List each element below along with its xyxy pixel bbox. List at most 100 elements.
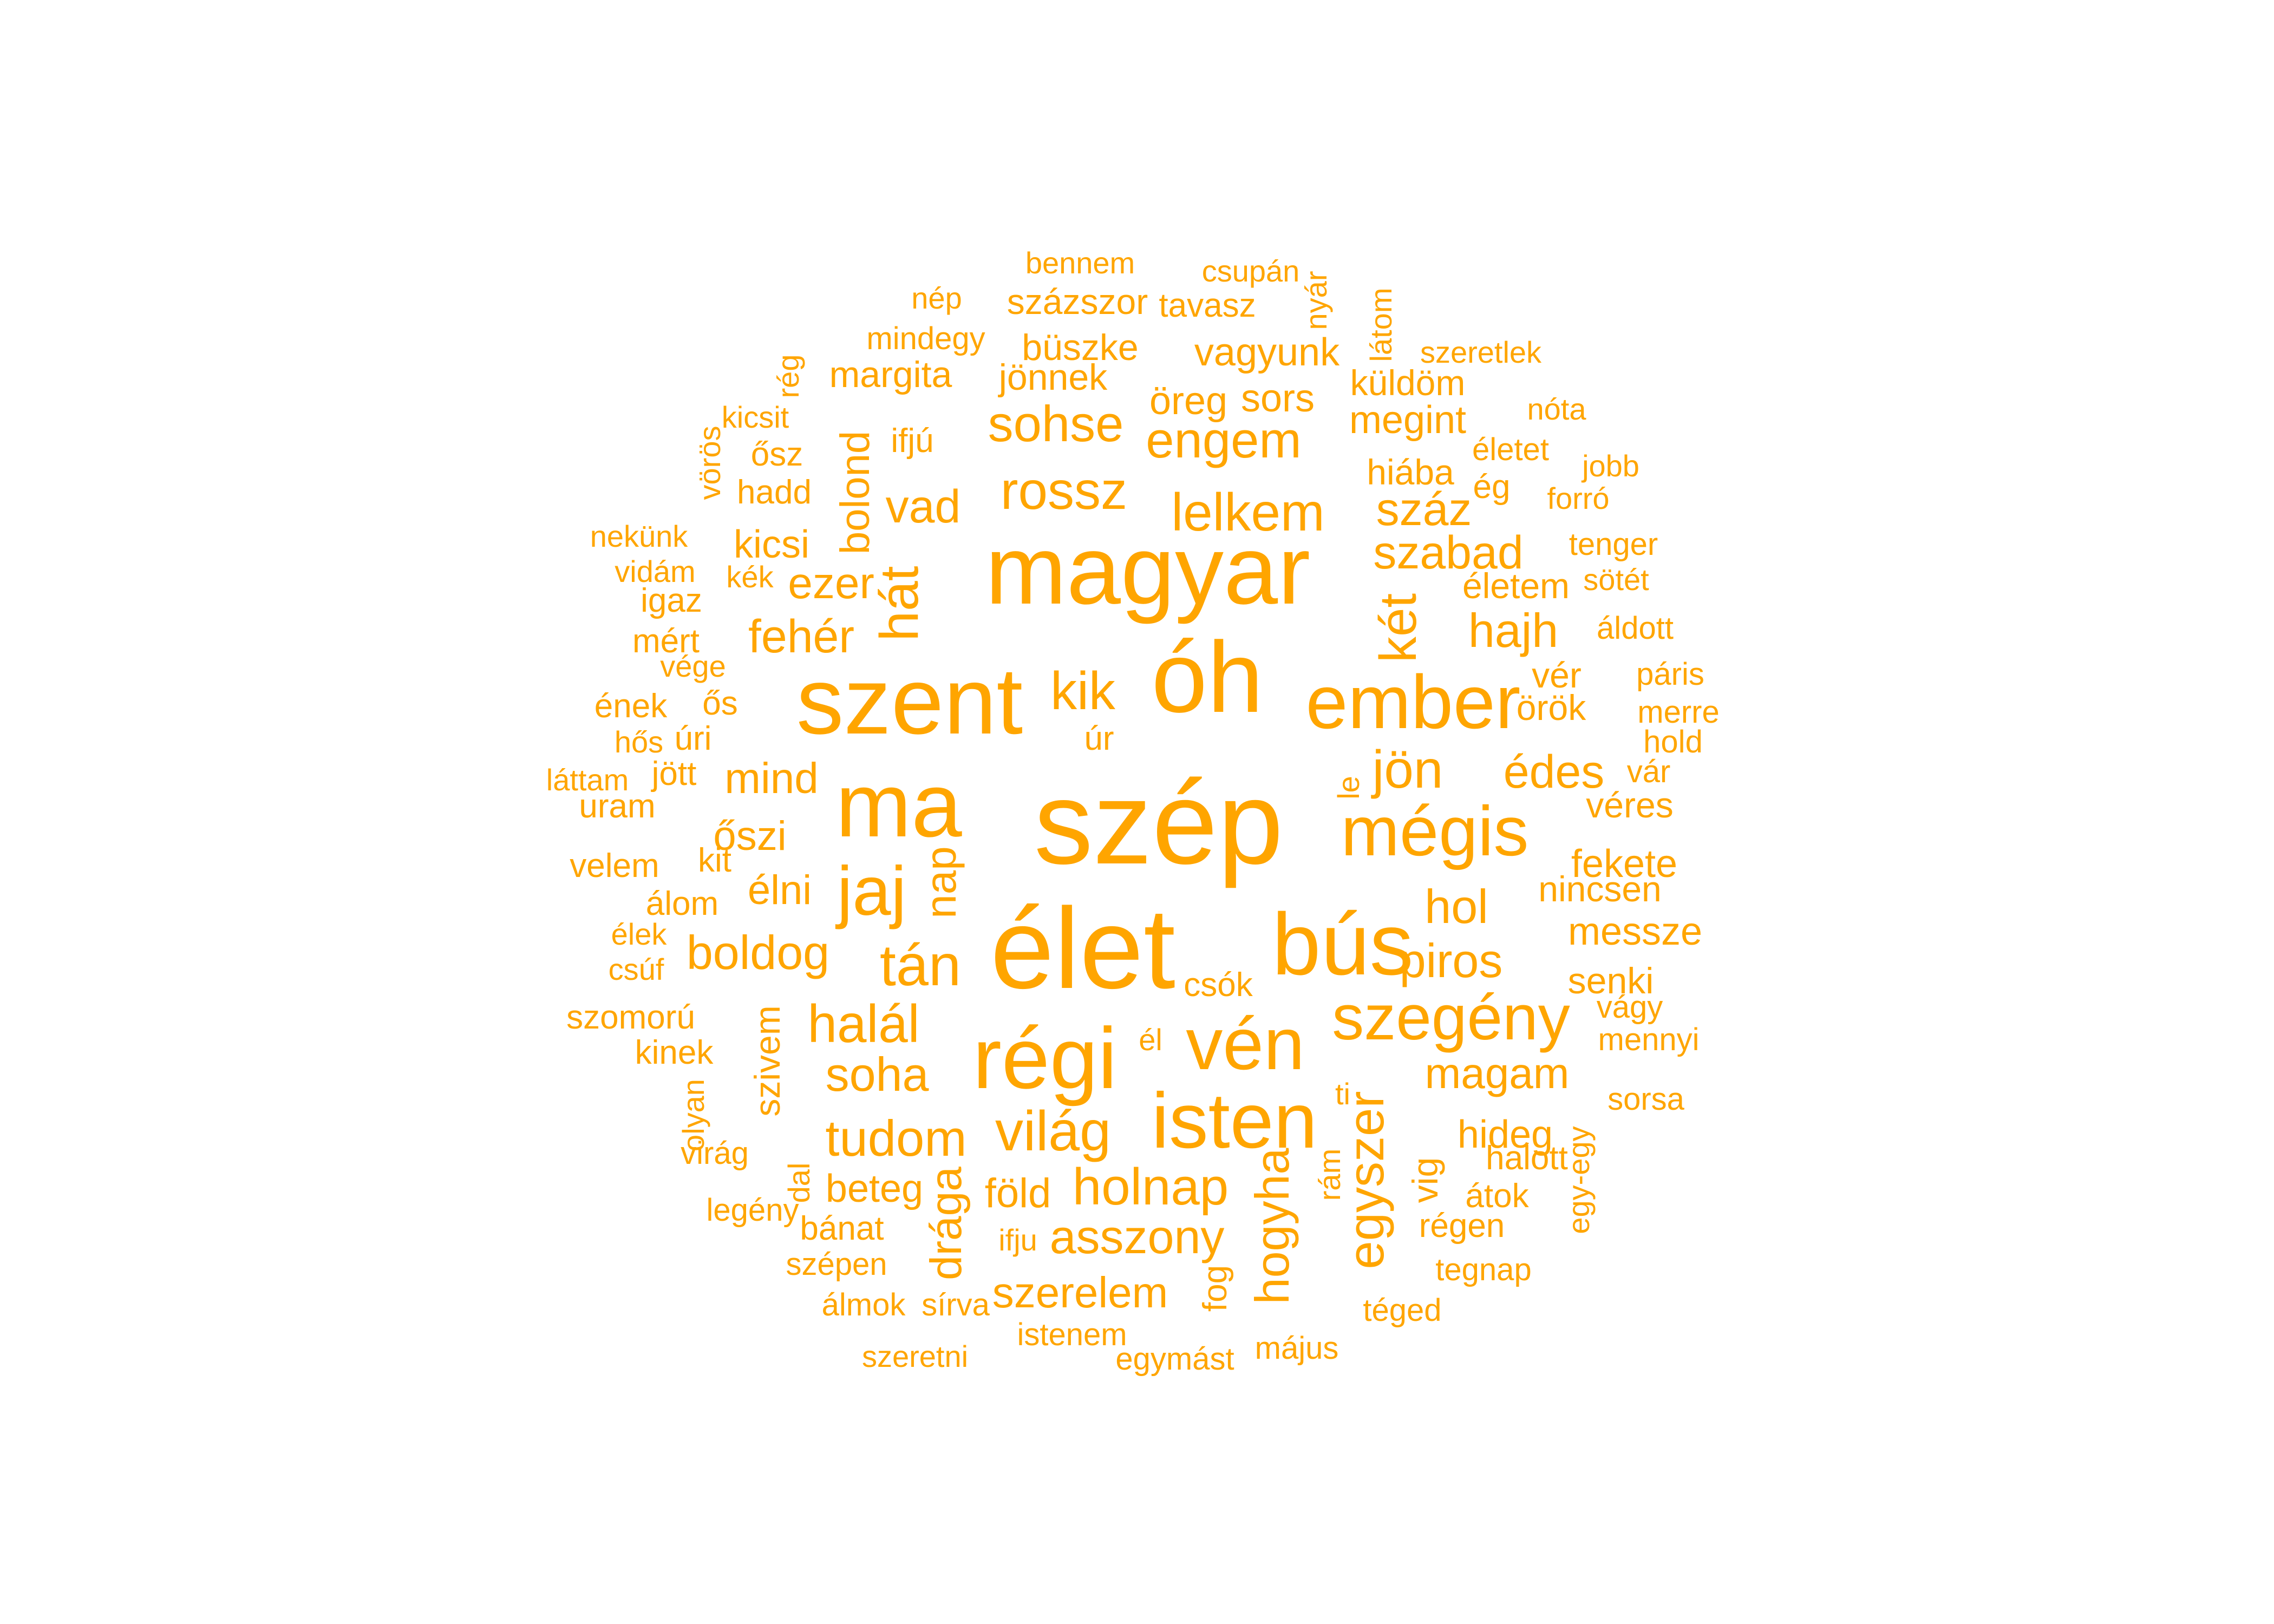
word: hát — [869, 566, 930, 641]
word: hogyha — [1245, 1148, 1299, 1305]
word: vad — [886, 481, 961, 533]
word: vig — [1405, 1157, 1445, 1203]
word: két — [1369, 593, 1427, 663]
word: mégis — [1341, 791, 1529, 870]
word: asszony — [1050, 1210, 1225, 1263]
word: hiába — [1367, 452, 1454, 492]
word: hideg — [1458, 1113, 1553, 1156]
word: egymást — [1115, 1341, 1234, 1377]
word: él — [1139, 1023, 1162, 1057]
word: margita — [829, 354, 952, 395]
word: le — [1331, 776, 1365, 800]
word: látom — [1364, 288, 1398, 362]
word: boldog — [687, 926, 829, 979]
word: kik — [1050, 661, 1116, 721]
word: vágy — [1597, 990, 1663, 1025]
word: téged — [1363, 1293, 1441, 1328]
word: óh — [1152, 621, 1264, 734]
word: halott — [1486, 1140, 1568, 1177]
word: isten — [1152, 1077, 1317, 1164]
word: bolond — [832, 431, 878, 554]
word: régi — [973, 1010, 1118, 1106]
word: régen — [1419, 1207, 1505, 1245]
word: dal — [782, 1163, 816, 1203]
word: élek — [611, 917, 668, 951]
word: sors — [1241, 377, 1315, 420]
word: nyár — [1299, 271, 1333, 330]
word: átok — [1465, 1177, 1529, 1215]
word: jönnek — [998, 357, 1108, 398]
word: öreg — [1149, 379, 1227, 423]
word: hold — [1643, 724, 1703, 759]
word: csupán — [1202, 254, 1300, 288]
word: drága — [922, 1167, 971, 1280]
word: holnap — [1073, 1158, 1229, 1216]
word: mindegy — [866, 321, 985, 356]
word: sírva — [922, 1287, 990, 1322]
word: kit — [698, 842, 731, 879]
word: magam — [1425, 1049, 1570, 1097]
word: senki — [1568, 960, 1654, 1001]
word: ének — [594, 687, 668, 725]
word: uram — [579, 788, 655, 825]
word: vár — [1627, 754, 1671, 789]
word: álom — [646, 885, 718, 922]
word: láttam — [546, 763, 629, 797]
word: fehér — [748, 611, 854, 663]
word: élni — [748, 867, 812, 913]
word: élet — [990, 884, 1175, 1012]
word: büszke — [1022, 327, 1138, 368]
word: vagyunk — [1194, 331, 1340, 374]
word: világ — [995, 1100, 1111, 1163]
word: sötét — [1583, 562, 1649, 597]
word: kinek — [635, 1034, 714, 1071]
word: vér — [1532, 655, 1582, 695]
word: kicsi — [734, 523, 809, 566]
word: messze — [1568, 910, 1702, 953]
word: szivem — [747, 1005, 787, 1116]
word: föld — [985, 1170, 1051, 1216]
word: nekünk — [590, 519, 689, 553]
word: életem — [1462, 566, 1570, 606]
word: olyan — [676, 1079, 710, 1151]
word: mennyi — [1598, 1022, 1700, 1057]
word: hajh — [1468, 604, 1558, 657]
word: szép — [1034, 757, 1283, 889]
word: szeretni — [862, 1339, 968, 1373]
word: szépen — [786, 1247, 887, 1282]
word: fog — [1197, 1265, 1234, 1312]
word: magyar — [985, 516, 1310, 625]
word: kék — [726, 560, 774, 594]
word: tán — [880, 932, 961, 998]
word: bennem — [1025, 246, 1135, 280]
word: vörös — [692, 426, 727, 500]
word: sohse — [988, 395, 1124, 452]
word: száz — [1376, 483, 1472, 535]
word: hol — [1424, 880, 1488, 933]
word: szabad — [1373, 527, 1523, 579]
word: ma — [835, 754, 962, 856]
word: engem — [1146, 411, 1301, 468]
word: egy-egy — [1561, 1126, 1596, 1234]
word: jobb — [1581, 449, 1639, 483]
word: jött — [651, 755, 697, 793]
word: szomorú — [566, 999, 695, 1036]
word: úr — [1084, 720, 1114, 757]
word: százszor — [1007, 281, 1148, 322]
word: ég — [1473, 468, 1511, 506]
word: halál — [807, 994, 919, 1053]
word: rossz — [1001, 461, 1127, 520]
word: szent — [796, 649, 1023, 754]
word: mért — [632, 623, 700, 660]
word: ős — [702, 685, 737, 722]
word: nóta — [1527, 392, 1587, 426]
word: áldott — [1597, 611, 1674, 646]
word: véres — [1586, 785, 1673, 825]
word: ifjú — [891, 422, 933, 460]
word: vége — [660, 649, 726, 683]
word: szegény — [1332, 982, 1570, 1053]
word: csók — [1184, 966, 1253, 1004]
word: tenger — [1569, 527, 1658, 562]
word: beteg — [826, 1167, 923, 1210]
word: hadd — [737, 474, 812, 511]
